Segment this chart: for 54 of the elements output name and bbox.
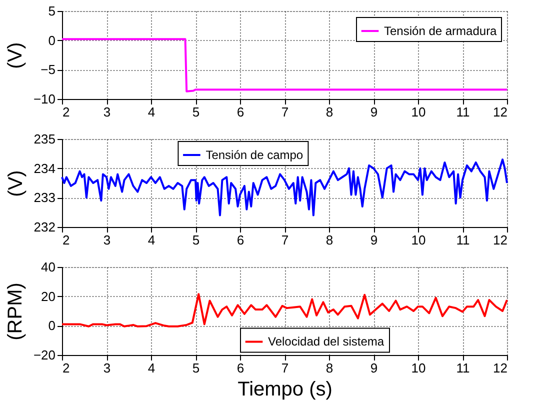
x-tick-label: 4	[148, 360, 156, 376]
y-tick-label: −10	[33, 92, 56, 106]
x-tick-label: 7	[281, 360, 289, 376]
y-axis-title: (V)	[4, 42, 26, 69]
legend-label: Tensión de campo	[206, 148, 304, 162]
y-tick-label: 0	[48, 318, 56, 334]
x-tick-label: 6	[236, 360, 244, 376]
x-tick-label: 8	[326, 360, 334, 376]
x-tick-label: 4	[148, 104, 156, 120]
x-tick-label: 12	[493, 232, 508, 248]
line-series	[61, 293, 508, 328]
x-tick-label: 3	[103, 104, 111, 120]
y-tick-label: −5	[40, 62, 56, 78]
x-tick-label: 9	[370, 104, 378, 120]
x-tick-label: 10	[411, 232, 426, 248]
x-tick-label: 8	[326, 232, 334, 248]
x-tick-label: 2	[62, 360, 70, 376]
y-tick-label: 0	[48, 32, 56, 48]
x-tick-label: 9	[370, 232, 378, 248]
y-tick-label: −20	[33, 348, 56, 362]
x-tick-label: 12	[493, 360, 508, 376]
y-tick-label: 5	[48, 4, 56, 18]
y-tick-label: 234	[34, 160, 56, 176]
y-axis-title: (V)	[4, 170, 27, 197]
x-axis-title: Tiempo (s)	[238, 378, 332, 400]
x-tick-label: 3	[103, 360, 111, 376]
x-tick-label: 11	[456, 360, 470, 376]
x-tick-label: 5	[192, 360, 200, 376]
x-tick-label: 7	[281, 232, 289, 248]
x-tick-label: 11	[456, 232, 470, 248]
y-tick-label: 235	[34, 132, 56, 146]
x-tick-label: 2	[62, 104, 70, 120]
legend-label: Tensión de armadura	[384, 24, 498, 38]
x-tick-label: 6	[236, 232, 244, 248]
x-tick-label: 5	[192, 104, 200, 120]
x-tick-label: 8	[326, 104, 334, 120]
x-tick-label: 12	[493, 104, 508, 120]
y-tick-label: 20	[41, 288, 56, 304]
x-tick-label: 5	[192, 232, 200, 248]
x-tick-label: 10	[411, 104, 426, 120]
x-tick-label: 6	[236, 104, 244, 120]
y-axis-title: (RPM)	[4, 282, 26, 340]
x-tick-label: 7	[281, 104, 289, 120]
x-tick-label: 11	[456, 104, 470, 120]
x-tick-label: 9	[370, 360, 378, 376]
x-tick-label: 10	[411, 360, 426, 376]
x-tick-label: 2	[62, 232, 70, 248]
legend-label: Velocidad del sistema	[268, 334, 384, 349]
y-tick-label: 233	[34, 190, 56, 206]
x-tick-label: 3	[103, 232, 111, 248]
x-tick-label: 4	[148, 232, 156, 248]
y-tick-label: 232	[34, 220, 56, 234]
y-tick-label: 40	[41, 260, 56, 274]
line-series	[61, 38, 508, 92]
